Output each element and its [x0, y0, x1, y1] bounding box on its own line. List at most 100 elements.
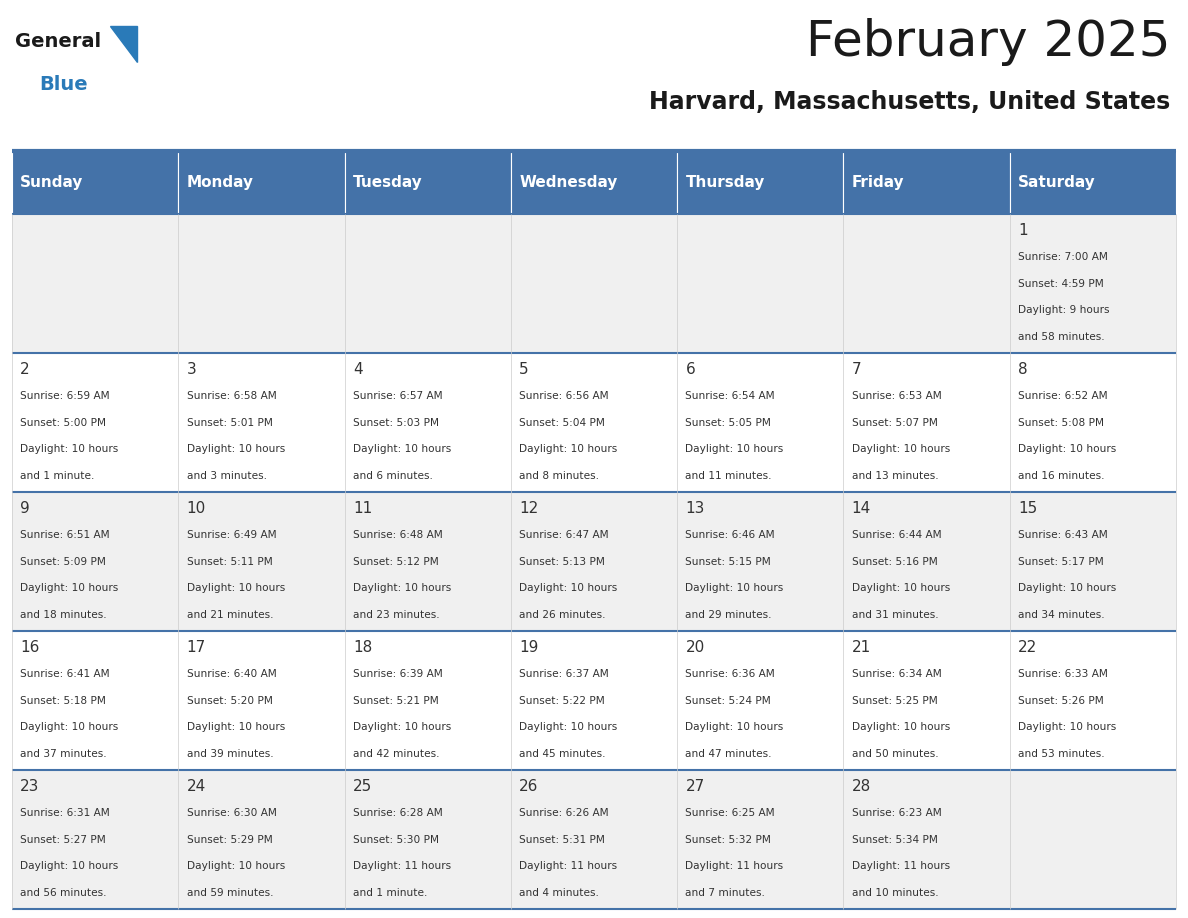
Bar: [178, 353, 345, 492]
Text: Sunrise: 6:40 AM: Sunrise: 6:40 AM: [187, 669, 277, 679]
Text: Sunrise: 6:54 AM: Sunrise: 6:54 AM: [685, 391, 775, 401]
Text: and 11 minutes.: and 11 minutes.: [685, 471, 772, 481]
Text: and 50 minutes.: and 50 minutes.: [852, 748, 939, 758]
Bar: [12, 214, 178, 353]
Text: and 7 minutes.: and 7 minutes.: [685, 888, 765, 898]
Text: Sunset: 5:25 PM: Sunset: 5:25 PM: [852, 696, 937, 706]
Text: 19: 19: [519, 640, 538, 655]
Text: Blue: Blue: [39, 75, 88, 95]
Text: Daylight: 10 hours: Daylight: 10 hours: [1018, 444, 1117, 454]
Text: and 31 minutes.: and 31 minutes.: [852, 610, 939, 620]
Bar: [345, 631, 511, 770]
Bar: [12, 770, 178, 909]
Text: Sunrise: 6:37 AM: Sunrise: 6:37 AM: [519, 669, 609, 679]
Text: Daylight: 10 hours: Daylight: 10 hours: [852, 444, 950, 454]
Text: 10: 10: [187, 501, 206, 516]
Text: Sunrise: 6:59 AM: Sunrise: 6:59 AM: [20, 391, 109, 401]
Text: 2: 2: [20, 362, 30, 377]
Text: Daylight: 11 hours: Daylight: 11 hours: [852, 861, 950, 871]
Text: Sunrise: 6:30 AM: Sunrise: 6:30 AM: [187, 809, 277, 818]
Bar: [345, 151, 511, 214]
Bar: [345, 770, 511, 909]
Bar: [843, 492, 1010, 631]
Text: and 53 minutes.: and 53 minutes.: [1018, 748, 1105, 758]
Text: Daylight: 10 hours: Daylight: 10 hours: [852, 722, 950, 733]
Text: Sunrise: 6:34 AM: Sunrise: 6:34 AM: [852, 669, 942, 679]
Bar: [843, 151, 1010, 214]
Text: and 1 minute.: and 1 minute.: [20, 471, 95, 481]
Text: 27: 27: [685, 779, 704, 794]
Text: Daylight: 10 hours: Daylight: 10 hours: [353, 444, 451, 454]
Bar: [178, 214, 345, 353]
Text: and 16 minutes.: and 16 minutes.: [1018, 471, 1105, 481]
Bar: [677, 770, 843, 909]
Text: Daylight: 10 hours: Daylight: 10 hours: [519, 444, 618, 454]
Text: Sunset: 5:20 PM: Sunset: 5:20 PM: [187, 696, 272, 706]
Text: Sunset: 5:24 PM: Sunset: 5:24 PM: [685, 696, 771, 706]
Text: 23: 23: [20, 779, 39, 794]
Text: and 47 minutes.: and 47 minutes.: [685, 748, 772, 758]
Text: Daylight: 10 hours: Daylight: 10 hours: [20, 444, 119, 454]
Bar: [178, 151, 345, 214]
Text: Sunrise: 6:43 AM: Sunrise: 6:43 AM: [1018, 531, 1108, 541]
Text: 14: 14: [852, 501, 871, 516]
Text: Daylight: 10 hours: Daylight: 10 hours: [187, 861, 285, 871]
Text: and 10 minutes.: and 10 minutes.: [852, 888, 939, 898]
Bar: [345, 492, 511, 631]
Text: Daylight: 10 hours: Daylight: 10 hours: [20, 583, 119, 593]
Text: Sunrise: 6:36 AM: Sunrise: 6:36 AM: [685, 669, 776, 679]
Bar: [1010, 151, 1176, 214]
Text: and 8 minutes.: and 8 minutes.: [519, 471, 599, 481]
Text: and 37 minutes.: and 37 minutes.: [20, 748, 107, 758]
Text: 5: 5: [519, 362, 529, 377]
Text: February 2025: February 2025: [805, 18, 1170, 66]
Text: 22: 22: [1018, 640, 1037, 655]
Bar: [843, 770, 1010, 909]
Text: Sunset: 5:01 PM: Sunset: 5:01 PM: [187, 418, 272, 428]
Text: 7: 7: [852, 362, 861, 377]
Text: Sunset: 5:21 PM: Sunset: 5:21 PM: [353, 696, 438, 706]
Text: Sunset: 5:29 PM: Sunset: 5:29 PM: [187, 834, 272, 845]
Text: and 45 minutes.: and 45 minutes.: [519, 748, 606, 758]
Text: Sunset: 5:03 PM: Sunset: 5:03 PM: [353, 418, 438, 428]
Text: and 42 minutes.: and 42 minutes.: [353, 748, 440, 758]
Bar: [345, 353, 511, 492]
Text: Sunrise: 6:44 AM: Sunrise: 6:44 AM: [852, 531, 941, 541]
Bar: [1010, 214, 1176, 353]
Text: 8: 8: [1018, 362, 1028, 377]
Text: 26: 26: [519, 779, 538, 794]
Text: Daylight: 11 hours: Daylight: 11 hours: [519, 861, 618, 871]
Text: and 58 minutes.: and 58 minutes.: [1018, 331, 1105, 341]
Bar: [178, 631, 345, 770]
Text: and 23 minutes.: and 23 minutes.: [353, 610, 440, 620]
Text: Sunday: Sunday: [20, 175, 83, 190]
Text: Daylight: 10 hours: Daylight: 10 hours: [1018, 583, 1117, 593]
Text: Sunrise: 6:41 AM: Sunrise: 6:41 AM: [20, 669, 109, 679]
Text: 18: 18: [353, 640, 372, 655]
Text: Sunset: 5:18 PM: Sunset: 5:18 PM: [20, 696, 106, 706]
Text: Sunrise: 6:26 AM: Sunrise: 6:26 AM: [519, 809, 608, 818]
Text: Sunset: 5:08 PM: Sunset: 5:08 PM: [1018, 418, 1104, 428]
Text: and 13 minutes.: and 13 minutes.: [852, 471, 939, 481]
Text: 20: 20: [685, 640, 704, 655]
Bar: [511, 492, 677, 631]
Text: Harvard, Massachusetts, United States: Harvard, Massachusetts, United States: [649, 90, 1170, 114]
Bar: [677, 151, 843, 214]
Text: and 29 minutes.: and 29 minutes.: [685, 610, 772, 620]
Text: Daylight: 10 hours: Daylight: 10 hours: [685, 722, 784, 733]
Text: Sunset: 4:59 PM: Sunset: 4:59 PM: [1018, 279, 1104, 289]
Text: Sunset: 5:13 PM: Sunset: 5:13 PM: [519, 557, 605, 566]
Text: Friday: Friday: [852, 175, 904, 190]
Text: Daylight: 10 hours: Daylight: 10 hours: [519, 583, 618, 593]
Bar: [178, 770, 345, 909]
Text: Daylight: 11 hours: Daylight: 11 hours: [685, 861, 784, 871]
Text: Sunrise: 6:46 AM: Sunrise: 6:46 AM: [685, 531, 775, 541]
Bar: [1010, 353, 1176, 492]
Text: Sunset: 5:05 PM: Sunset: 5:05 PM: [685, 418, 771, 428]
Text: Daylight: 10 hours: Daylight: 10 hours: [519, 722, 618, 733]
Text: Daylight: 10 hours: Daylight: 10 hours: [685, 444, 784, 454]
Text: and 59 minutes.: and 59 minutes.: [187, 888, 273, 898]
Bar: [345, 214, 511, 353]
Text: 24: 24: [187, 779, 206, 794]
Bar: [843, 353, 1010, 492]
